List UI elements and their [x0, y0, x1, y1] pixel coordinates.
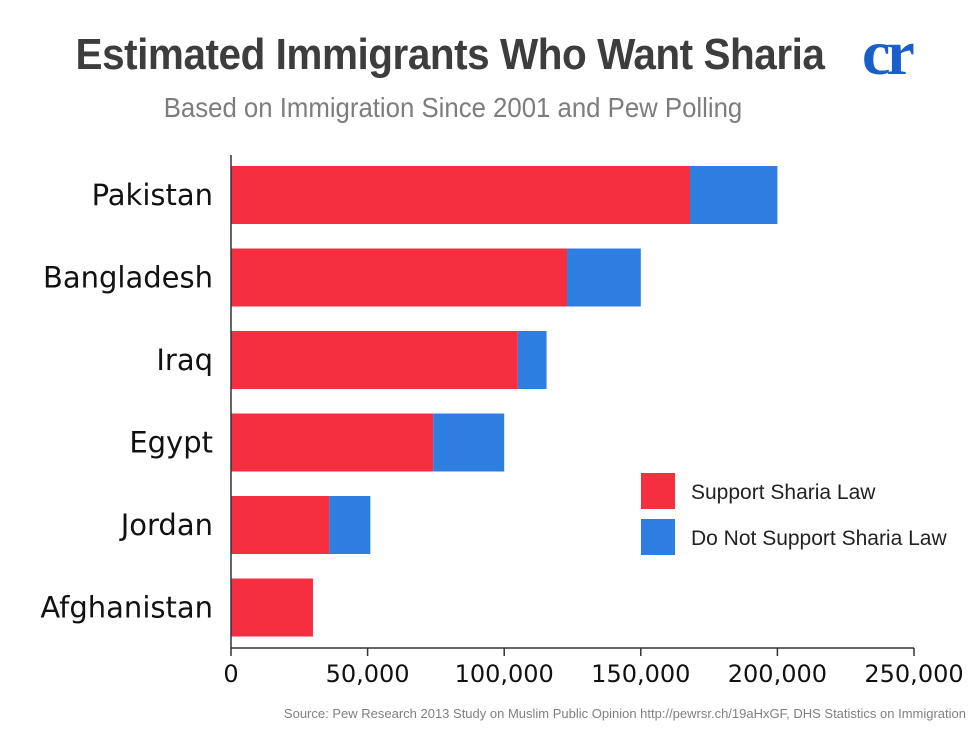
cr-logo: cr: [862, 26, 918, 82]
bar-pakistan-not-support: [689, 166, 778, 224]
chart-subtitle: Based on Immigration Since 2001 and Pew …: [163, 92, 743, 123]
bar-jordan-not-support: [329, 496, 371, 554]
bar-pakistan-support: [231, 166, 690, 224]
bar-iraq-not-support: [517, 331, 547, 389]
x-tick-labels: 0 50,000 100,000 150,000 200,000 250,000: [223, 660, 963, 688]
bar-afghanistan-support: [231, 578, 313, 637]
legend: Support Sharia Law Do Not Support Sharia …: [641, 473, 947, 555]
legend-swatch-support: [641, 473, 675, 509]
bar-egypt-support: [231, 413, 434, 472]
source-note: Source: Pew Research 2013 Study on Musli…: [283, 706, 966, 721]
category-label-jordan: Jordan: [119, 508, 213, 542]
x-tick-label: 50,000: [326, 660, 410, 688]
x-tick-label: 250,000: [864, 660, 963, 688]
legend-swatch-not-support: [641, 519, 675, 555]
logo-text: cr: [862, 26, 914, 82]
x-tick-label: 150,000: [591, 660, 690, 688]
category-label-bangladesh: Bangladesh: [43, 261, 213, 295]
bar-iraq-support: [231, 331, 518, 389]
category-labels: Pakistan Bangladesh Iraq Egypt Jordan Afghani…: [40, 178, 213, 625]
legend-label-support: Support Sharia Law: [691, 481, 876, 504]
bar-bangladesh-not-support: [567, 248, 641, 307]
category-label-afghanistan: Afghanistan: [40, 591, 213, 625]
category-label-egypt: Egypt: [129, 426, 213, 460]
bar-jordan-support: [231, 496, 330, 554]
x-tick-label: 200,000: [728, 660, 827, 688]
bars-layer: [231, 166, 778, 637]
x-tick-label: 100,000: [455, 660, 554, 688]
chart-title: Estimated Immigrants Who Want Sharia: [75, 30, 825, 79]
axis-layer: [230, 155, 915, 656]
category-label-iraq: Iraq: [156, 343, 213, 377]
category-label-pakistan: Pakistan: [92, 178, 213, 212]
legend-label-not-support: Do Not Support Sharia Law: [691, 527, 947, 550]
bar-egypt-not-support: [433, 413, 505, 472]
bar-bangladesh-support: [231, 248, 568, 307]
x-tick-label: 0: [223, 660, 238, 688]
